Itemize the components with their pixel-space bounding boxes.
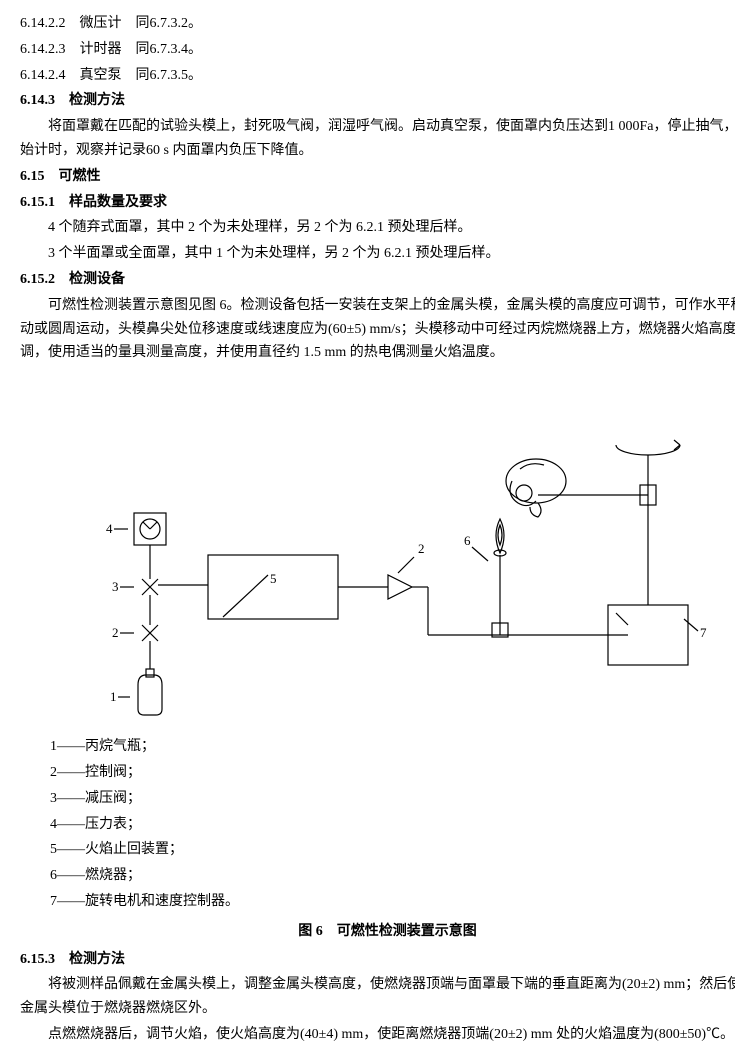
para-6-14-3-body: 将面罩戴在匹配的试验头模上，封死吸气阀，润湿呼气阀。启动真空泵，使面罩内负压达到… (20, 115, 735, 163)
heading-6-15: 6.15 可燃性 (20, 165, 735, 189)
diagram-label-3: 3 (112, 579, 119, 594)
diagram-label-5: 5 (270, 571, 277, 586)
para-6-15-3-b: 点燃燃烧器后，调节火焰，使火焰高度为(40±4) mm，使距离燃烧器顶端(20±… (20, 1023, 735, 1047)
heading-6-15-3: 6.15.3 检测方法 (20, 948, 735, 972)
legend-item-6: 6——燃烧器； (50, 864, 735, 888)
diagram-label-6: 6 (464, 533, 471, 548)
legend-item-7: 7——旋转电机和速度控制器。 (50, 890, 735, 914)
para-6-15-3-a: 将被测样品佩戴在金属头模上，调整金属头模高度，使燃烧器顶端与面罩最下端的垂直距离… (20, 973, 735, 1021)
heading-6-15-2: 6.15.2 检测设备 (20, 268, 735, 292)
diagram-label-2b: 2 (418, 541, 425, 556)
legend-item-2: 2——控制阀； (50, 761, 735, 785)
figure-6-caption: 图 6 可燃性检测装置示意图 (20, 920, 735, 944)
figure-6-diagram: 1 2 3 4 5 2 6 7 (20, 385, 735, 725)
diagram-label-1: 1 (110, 689, 117, 704)
legend-item-5: 5——火焰止回装置； (50, 838, 735, 862)
para-6-15-1-a: 4 个随弃式面罩，其中 2 个为未处理样，另 2 个为 6.2.1 预处理后样。 (20, 216, 735, 240)
flammability-diagram-svg: 1 2 3 4 5 2 6 7 (68, 385, 708, 725)
diagram-label-2a: 2 (112, 625, 119, 640)
diagram-label-7: 7 (700, 625, 707, 640)
legend-item-4: 4——压力表； (50, 813, 735, 837)
heading-6-15-1: 6.15.1 样品数量及要求 (20, 191, 735, 215)
heading-6-14-3: 6.14.3 检测方法 (20, 89, 735, 113)
heading-6-14-2-3: 6.14.2.3 计时器 同6.7.3.4。 (20, 38, 735, 62)
legend-item-1: 1——丙烷气瓶； (50, 735, 735, 759)
heading-6-14-2-4: 6.14.2.4 真空泵 同6.7.3.5。 (20, 64, 735, 88)
para-6-15-2-body: 可燃性检测装置示意图见图 6。检测设备包括一安装在支架上的金属头模，金属头模的高… (20, 294, 735, 365)
legend-item-3: 3——减压阀； (50, 787, 735, 811)
diagram-label-4: 4 (106, 521, 113, 536)
heading-6-14-2-2: 6.14.2.2 微压计 同6.7.3.2。 (20, 12, 735, 36)
para-6-15-1-b: 3 个半面罩或全面罩，其中 1 个为未处理样，另 2 个为 6.2.1 预处理后… (20, 242, 735, 266)
figure-6-legend: 1——丙烷气瓶； 2——控制阀； 3——减压阀； 4——压力表； 5——火焰止回… (50, 735, 735, 914)
